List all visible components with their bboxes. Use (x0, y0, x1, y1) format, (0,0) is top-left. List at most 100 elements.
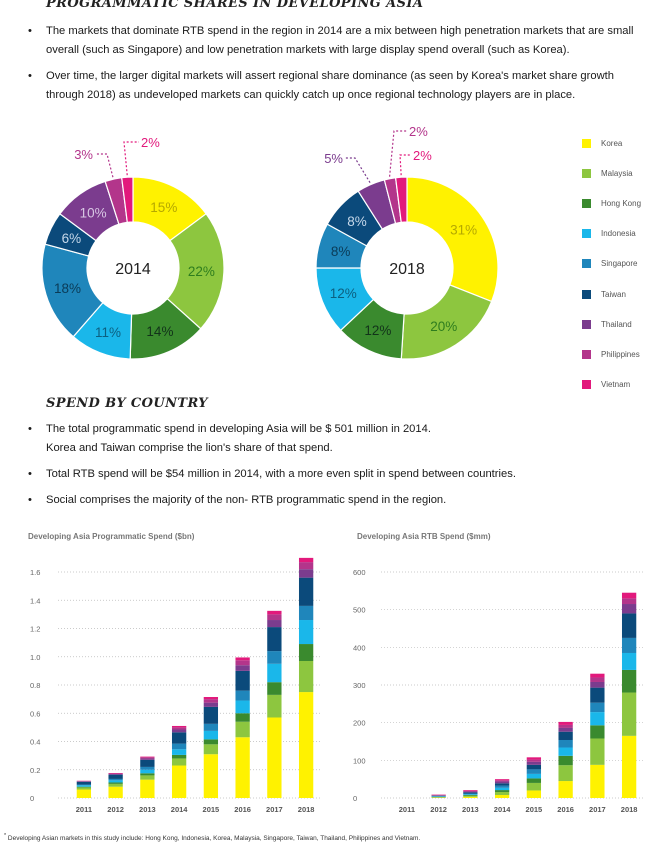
y-tick-label: 0.6 (30, 709, 40, 718)
legend-swatch (582, 138, 591, 148)
legend-item: Singapore (582, 249, 641, 279)
bar-segment-korea (76, 789, 92, 798)
y-tick-label: 400 (353, 643, 366, 652)
bar-segment-hong-kong (463, 794, 478, 796)
bar-segment-hong-kong (590, 725, 605, 739)
footnote-text: Developing Asian markets in this study i… (7, 835, 421, 843)
chart-title-programmatic: Developing Asia Programmatic Spend ($bn) (28, 532, 195, 541)
legend-swatch (582, 319, 591, 329)
bar-segment-singapore (235, 690, 250, 701)
donut-label: 31% (450, 222, 477, 237)
x-tick-label: 2017 (266, 805, 283, 814)
legend-swatch (582, 289, 591, 299)
bar-segment-taiwan (235, 670, 250, 691)
bullet-total: The total programmatic spend in developi… (22, 420, 652, 458)
bar-segment-philippines (108, 773, 123, 774)
bar-segment-taiwan (203, 706, 219, 724)
donut-slice-vietnam (394, 176, 408, 224)
legend-swatch (582, 380, 591, 390)
bar-segment-indonesia (267, 663, 282, 683)
bar-segment-malaysia (526, 782, 542, 791)
x-tick-label: 2018 (298, 805, 315, 814)
bar-segment-vietnam (298, 557, 314, 563)
bar-segment-indonesia (590, 712, 605, 726)
bar-segment-singapore (267, 651, 282, 664)
bar-segment-philippines (235, 660, 250, 666)
donut-label: 2% (409, 124, 428, 139)
donut-leader-line (399, 154, 411, 176)
bar-segment-thailand (463, 791, 478, 793)
bar-segment-malaysia (494, 791, 510, 795)
bar-segment-philippines (463, 790, 478, 792)
bar-segment-indonesia (558, 747, 573, 756)
y-tick-label: 0.4 (30, 738, 40, 747)
bar-segment-vietnam (267, 610, 282, 615)
bullet-social: Social comprises the majority of the non… (22, 491, 652, 510)
bar-segment-malaysia (267, 694, 282, 718)
bar-segment-thailand (108, 773, 123, 775)
bar-segment-vietnam (558, 721, 573, 725)
bar-segment-philippines (140, 757, 155, 759)
bar-segment-taiwan (76, 781, 92, 785)
bar-segment-malaysia (298, 660, 314, 693)
bar-segment-malaysia (108, 783, 123, 787)
x-tick-label: 2016 (557, 805, 574, 814)
x-tick-label: 2012 (430, 805, 447, 814)
bar-segment-singapore (76, 784, 92, 786)
legend-swatch (582, 259, 591, 269)
bar-segment-philippines (171, 727, 187, 730)
x-tick-label: 2014 (494, 805, 512, 814)
x-tick-label: 2018 (621, 805, 638, 814)
donut-label: 5% (324, 151, 343, 166)
section-title-shares: PROGRAMMATIC SHARES IN DEVELOPING ASIA (46, 0, 424, 11)
legend-swatch (582, 198, 591, 208)
y-tick-label: 1.4 (30, 596, 40, 605)
bar-segment-hong-kong (140, 773, 155, 776)
legend-swatch (582, 229, 591, 239)
bar-segment-thailand (526, 761, 542, 765)
bar-segment-malaysia (235, 721, 250, 738)
legend-swatch (582, 168, 591, 178)
x-tick-label: 2015 (203, 805, 220, 814)
bar-segment-malaysia (621, 692, 637, 736)
bar-segment-vietnam (203, 697, 219, 700)
bar-segment-vietnam (463, 790, 478, 791)
y-tick-label: 100 (353, 756, 366, 765)
shares-bullets: The markets that dominate RTB spend in t… (22, 22, 652, 112)
y-tick-label: 1.6 (30, 568, 40, 577)
legend-label: Indonesia (601, 229, 636, 239)
bar-segment-thailand (590, 681, 605, 688)
donut-label: 8% (347, 214, 367, 229)
x-tick-label: 2011 (399, 805, 415, 814)
bar-segment-hong-kong (108, 782, 123, 784)
bar-segment-taiwan (171, 732, 187, 744)
legend-label: Hong Kong (601, 198, 642, 208)
y-tick-label: 0 (353, 794, 357, 803)
bar-segment-hong-kong (76, 786, 92, 788)
legend-item: Malaysia (582, 158, 641, 188)
donut-chart-2018: 31% 20% 12% 12% 8% 8% 5% 2% 2% 2018 (315, 124, 499, 360)
bar-segment-korea (494, 794, 510, 798)
bar-segment-malaysia (140, 775, 155, 780)
legend-item: Vietnam (582, 370, 641, 400)
bar-segment-korea (267, 717, 282, 798)
x-tick-label: 2012 (107, 805, 124, 814)
x-tick-label: 2016 (234, 805, 251, 814)
bar-segment-singapore (494, 785, 510, 788)
bar-segment-singapore (526, 769, 542, 774)
bar-segment-malaysia (558, 765, 573, 782)
bar-segment-taiwan (526, 764, 542, 770)
bar-segment-indonesia (76, 785, 92, 787)
bar-segment-thailand (494, 781, 510, 784)
y-tick-label: 600 (353, 568, 366, 577)
donut-leader-line (345, 157, 371, 183)
bar-segment-philippines (526, 759, 542, 762)
bar-segment-singapore (463, 793, 478, 795)
bar-segment-thailand (267, 620, 282, 628)
donut-slice-vietnam (121, 176, 134, 224)
legend-label: Singapore (601, 259, 638, 269)
bar-segment-taiwan (267, 627, 282, 652)
bar-segment-indonesia (235, 700, 250, 714)
donut-label: 3% (74, 147, 93, 162)
donut-center-label: 2018 (389, 261, 425, 278)
